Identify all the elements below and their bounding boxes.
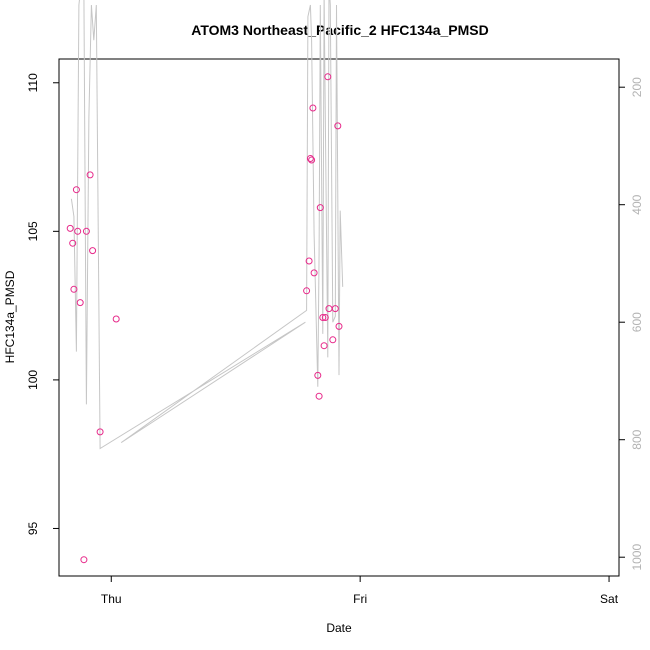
data-point xyxy=(321,314,329,321)
y-tick-label-right: 600 xyxy=(630,312,644,332)
data-point xyxy=(320,342,328,350)
series-line-layer xyxy=(70,0,344,450)
data-point xyxy=(76,299,84,307)
y-tick-label-right: 1000 xyxy=(630,544,644,571)
data-point xyxy=(96,428,104,436)
y-tick-label-left: 100 xyxy=(26,370,40,390)
data-point xyxy=(70,285,78,293)
data-point xyxy=(335,322,343,330)
y-tick-label-right: 200 xyxy=(630,77,644,97)
y-tick-label-right: 800 xyxy=(630,429,644,449)
data-point xyxy=(309,104,317,112)
data-point xyxy=(314,371,322,379)
data-point xyxy=(72,186,80,194)
data-point xyxy=(306,155,314,162)
data-point xyxy=(66,224,74,232)
data-point xyxy=(329,336,337,344)
data-point xyxy=(86,171,94,179)
data-point xyxy=(80,556,88,564)
x-axis-label: Date xyxy=(326,621,352,635)
data-point xyxy=(316,204,324,212)
data-point xyxy=(308,156,316,164)
plot-frame xyxy=(58,58,620,577)
x-tick-label: Fri xyxy=(353,592,367,606)
data-point xyxy=(112,315,120,323)
y-tick-label-left: 105 xyxy=(26,221,40,241)
data-point xyxy=(319,314,327,321)
data-point xyxy=(82,227,90,235)
data-point xyxy=(310,269,318,277)
y-tick-label-left: 110 xyxy=(26,73,40,92)
x-tick-label: Sat xyxy=(600,592,619,606)
data-point xyxy=(74,227,82,235)
y-axis-label: HFC134a_PMSD xyxy=(3,270,17,363)
data-point xyxy=(303,287,311,295)
y-axis-right: 200 400 600 800 1000 xyxy=(619,77,644,571)
data-point xyxy=(69,239,77,247)
data-point xyxy=(331,305,339,313)
x-tick-label: Thu xyxy=(101,592,122,606)
data-point xyxy=(334,122,342,130)
data-point xyxy=(305,257,313,265)
y-tick-label-left: 95 xyxy=(26,521,40,535)
series-line xyxy=(70,0,344,450)
data-point xyxy=(89,247,97,255)
y-axis-left: 95 100 105 110 xyxy=(26,73,59,535)
data-point xyxy=(324,73,332,81)
y-tick-label-right: 400 xyxy=(630,194,644,214)
chart-title: ATOM3 Northeast_Pacific_2 HFC134a_PMSD xyxy=(191,22,488,38)
series-point-layer xyxy=(66,73,343,564)
data-point xyxy=(315,392,323,400)
x-axis: Thu Fri Sat xyxy=(101,576,619,606)
